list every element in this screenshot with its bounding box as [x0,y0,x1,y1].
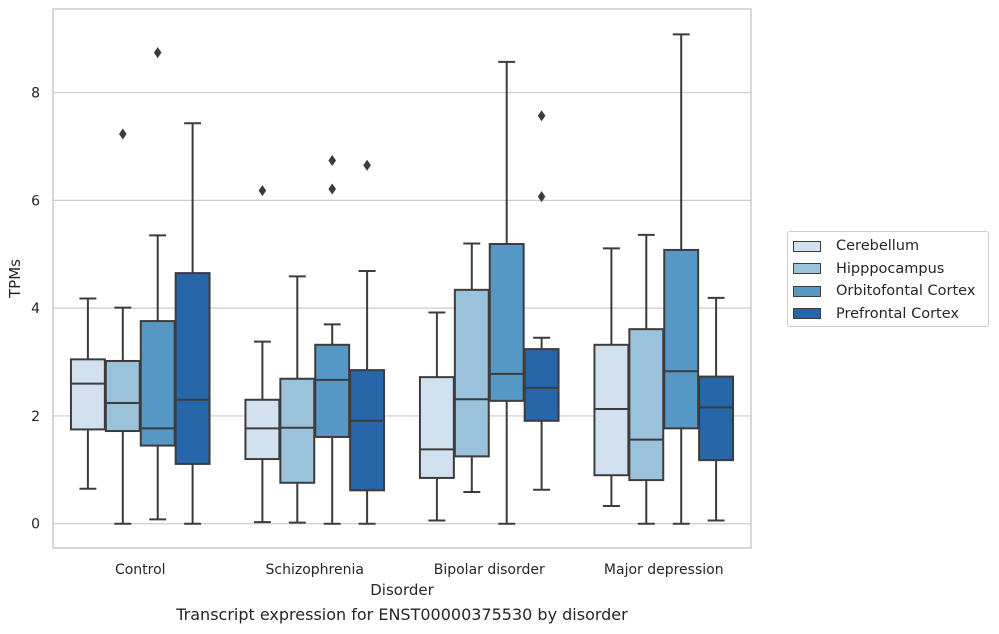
iqr-box [349,369,386,492]
x-tick-label: Major depression [604,562,724,578]
box-prefrontal-cortex [349,159,386,525]
x-axis-label: Disorder [370,581,434,599]
y-tick-label: 8 [31,86,40,102]
legend-label: Prefrontal Cortex [836,305,959,322]
iqr-box [279,377,316,484]
box-hipppocampus [104,128,141,525]
y-tick-label: 6 [31,193,40,209]
box-cerebellum [69,297,106,490]
iqr-box [174,272,211,465]
x-tick-label: Schizophrenia [266,562,364,578]
y-tick-label: 0 [31,517,40,533]
plot-area [52,8,752,549]
box-orbitofontal-cortex [139,47,176,521]
box-hipppocampus [279,275,316,524]
outlier-point [537,110,546,122]
box-hipppocampus [628,233,665,525]
iqr-box [453,288,490,458]
iqr-box [663,248,700,430]
iqr-box [244,398,281,461]
y-axis-label: TPMs [6,259,24,299]
outlier-point [119,128,127,140]
box-orbitofontal-cortex [314,154,351,525]
iqr-box [418,376,455,479]
legend-item: Orbitofontal Cortex [793,281,975,301]
outlier-point [258,185,267,197]
legend-swatch [793,240,821,252]
outlier-point [363,159,371,171]
box-prefrontal-cortex [174,122,211,525]
iqr-box [488,243,525,402]
legend-label: Orbitofontal Cortex [836,283,976,299]
box-orbitofontal-cortex [488,60,525,525]
outlier-point [153,47,162,59]
legend-label: Cerebellum [836,238,920,254]
outlier-point [328,154,336,166]
box-prefrontal-cortex [523,110,560,491]
iqr-box [698,375,735,462]
iqr-box [628,328,665,482]
iqr-box [523,348,560,422]
iqr-box [593,343,630,477]
legend-swatch [793,308,821,319]
box-cerebellum [593,247,630,507]
outlier-point [328,183,336,195]
figure-caption: Transcript expression for ENST0000037553… [176,605,628,624]
legend: Cerebellum Hipppocampus Orbitofontal Corte… [787,231,989,327]
iqr-box [69,358,106,431]
axis-ticks: 0 2 4 6 8 Control Schizophrenia Bipolar disorde… [31,86,724,578]
iqr-box [104,359,141,433]
iqr-box [139,320,176,447]
box-orbitofontal-cortex [663,33,700,525]
legend-label: Hipppocampus [836,260,945,277]
y-tick-label: 2 [31,409,40,425]
boxes [69,33,735,525]
iqr-box [314,343,351,438]
legend-item: Prefrontal Cortex [793,304,959,324]
box-cerebellum [418,311,455,522]
box-cerebellum [244,185,281,524]
legend-swatch [793,285,821,297]
legend-swatch [793,263,821,274]
legend-item: Cerebellum [793,236,919,256]
box-hipppocampus [453,242,490,493]
outlier-point [537,191,546,203]
x-tick-label: Bipolar disorder [434,562,545,578]
y-tick-label: 4 [31,301,40,317]
x-tick-label: Control [115,562,166,578]
box-prefrontal-cortex [698,296,735,522]
legend-item: Hipppocampus [793,259,944,279]
